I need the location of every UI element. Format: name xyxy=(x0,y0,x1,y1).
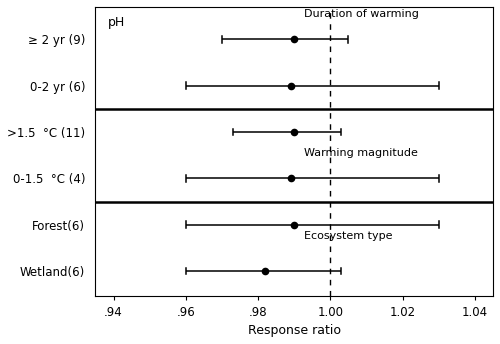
Text: pH: pH xyxy=(108,15,124,29)
Text: Warming magnitude: Warming magnitude xyxy=(304,148,418,158)
Text: Ecosystem type: Ecosystem type xyxy=(304,231,392,241)
X-axis label: Response ratio: Response ratio xyxy=(248,324,341,337)
Text: Duration of warming: Duration of warming xyxy=(304,9,419,19)
